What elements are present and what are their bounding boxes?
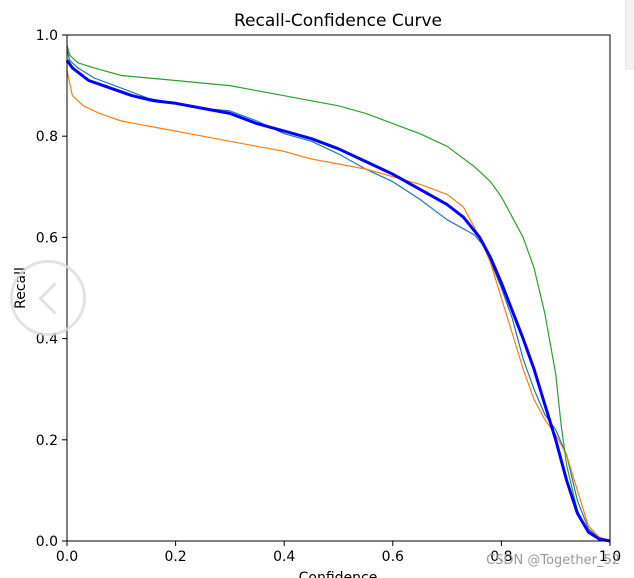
plot-frame xyxy=(66,34,611,542)
series-line-2 xyxy=(66,44,611,542)
y-tick-label: 0.8 xyxy=(36,129,58,145)
side-panel-edge xyxy=(625,0,634,70)
series-line-0 xyxy=(66,50,611,542)
x-axis: 0.0 0.2 0.4 0.6 0.8 1.0 xyxy=(56,541,621,565)
x-tick-label: 0.8 xyxy=(490,549,512,565)
x-tick-label: 0.2 xyxy=(164,549,186,565)
x-tick-label: 0.0 xyxy=(56,549,78,565)
y-tick-label: 0.6 xyxy=(36,230,58,246)
plot-lines xyxy=(65,44,611,543)
series-line-3 xyxy=(65,59,611,543)
chevron-left-icon[interactable] xyxy=(10,260,86,336)
y-tick-label: 0.0 xyxy=(36,534,58,550)
x-tick-label: 0.6 xyxy=(382,549,404,565)
chart-title: Recall-Confidence Curve xyxy=(234,11,442,31)
watermark-text: CSDN @Together_52 xyxy=(486,553,620,568)
y-tick-label: 1.0 xyxy=(36,28,58,44)
x-tick-label: 1.0 xyxy=(599,549,621,565)
x-axis-label: Confidence xyxy=(299,570,378,578)
x-tick-label: 0.4 xyxy=(273,549,295,565)
y-tick-label: 0.2 xyxy=(36,433,58,449)
series-line-1 xyxy=(66,70,611,542)
